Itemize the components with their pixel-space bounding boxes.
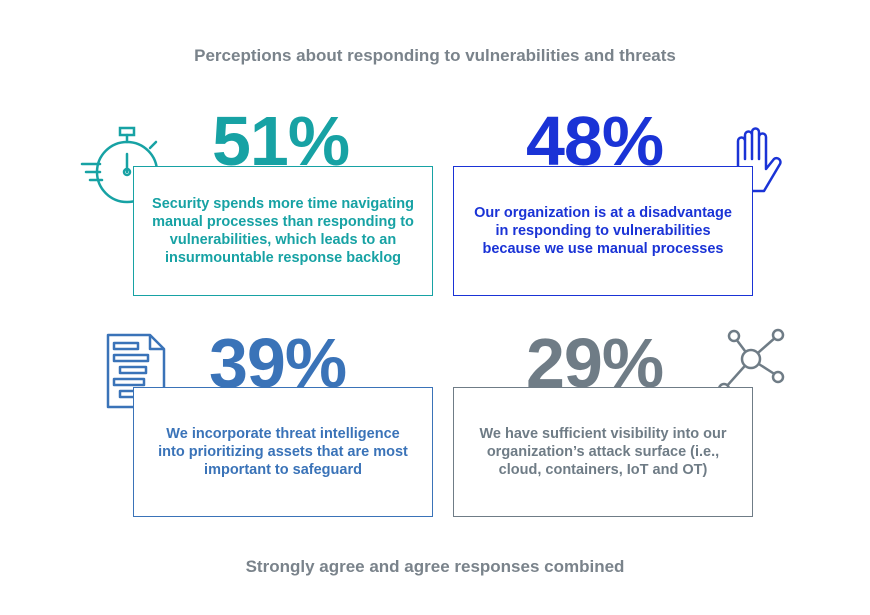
- chart-title: Perceptions about responding to vulnerab…: [194, 46, 676, 65]
- chart-footnote: Strongly agree and agree responses combi…: [245, 557, 625, 576]
- value-label-51: 51%: [212, 102, 350, 180]
- card-disadvantage-manual: Our organization is at a disadvantage in…: [453, 166, 753, 296]
- value-label-39: 39%: [209, 324, 347, 402]
- value-label-48: 48%: [526, 102, 664, 180]
- hand-icon: [730, 127, 790, 197]
- value-label-29: 29%: [526, 324, 664, 402]
- card-threat-intelligence: We incorporate threat intelligence into …: [133, 387, 433, 517]
- card-manual-processes-backlog: Security spends more time navigating man…: [133, 166, 433, 296]
- card-attack-surface-visibility: We have sufficient visibility into our o…: [453, 387, 753, 517]
- document-icon: [106, 333, 168, 409]
- stopwatch-icon: [80, 126, 164, 206]
